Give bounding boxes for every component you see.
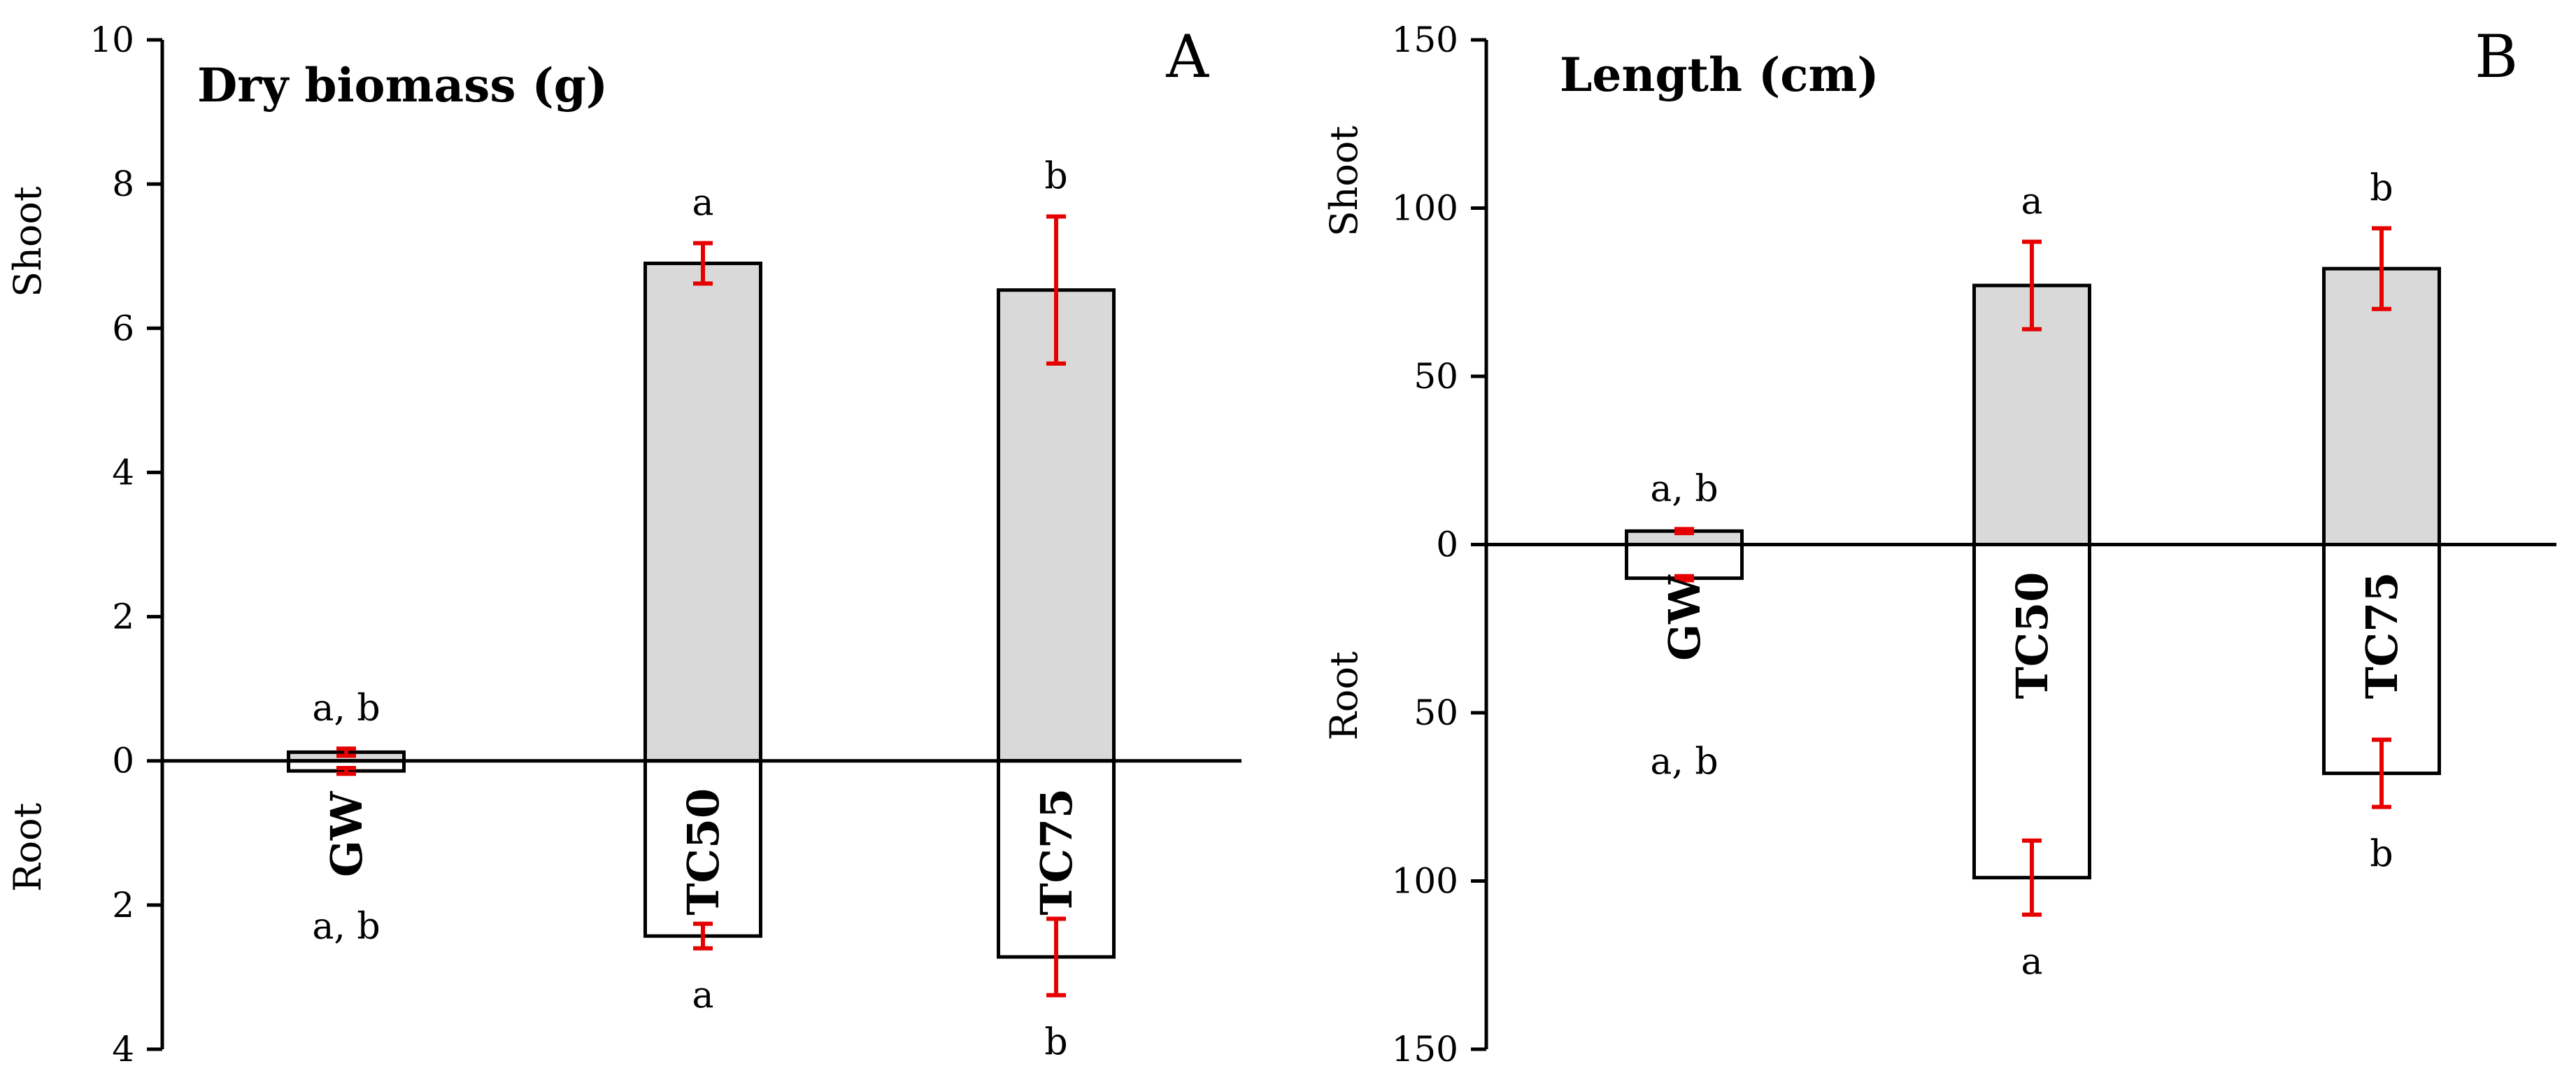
- y-tick-label: 4: [112, 1029, 134, 1070]
- lower-region-label: Root: [1322, 651, 1366, 741]
- y-tick-label: 8: [112, 164, 134, 204]
- root-bar-tc75: [2322, 543, 2441, 776]
- category-label-tc50: TC50: [678, 788, 729, 916]
- root-error-bar-gw: [1674, 574, 1694, 583]
- root-significance-label: b: [1044, 1022, 1067, 1064]
- root-significance-label: b: [2370, 834, 2393, 876]
- root-bar-gw: [1625, 543, 1744, 581]
- upper-region-label: Shoot: [1322, 125, 1366, 236]
- category-label-tc75: TC75: [2356, 572, 2407, 699]
- root-error-bar-gw: [336, 766, 356, 776]
- category-label-tc50: TC50: [2007, 572, 2058, 699]
- shoot-error-bar-tc75: [1046, 214, 1066, 366]
- y-tick-label: 100: [1392, 861, 1458, 902]
- y-tick-label: 150: [1392, 20, 1458, 60]
- root-significance-label: a: [692, 975, 713, 1017]
- shoot-error-bar-tc50: [2022, 239, 2042, 332]
- shoot-bar-tc75: [2322, 267, 2441, 546]
- y-tick-label: 4: [112, 452, 134, 492]
- shoot-bar-tc50: [643, 262, 762, 763]
- shoot-significance-label: a, b: [312, 688, 380, 730]
- upper-region-label: Shoot: [6, 186, 50, 297]
- chart-title: Length (cm): [1560, 48, 1879, 102]
- shoot-error-bar-tc75: [2372, 226, 2391, 311]
- category-label-gw: GW: [321, 790, 372, 877]
- shoot-error-bar-gw: [1674, 527, 1694, 536]
- root-error-bar-tc50: [693, 921, 713, 951]
- y-tick-label: 6: [112, 308, 134, 348]
- category-label-gw: GW: [1659, 574, 1710, 661]
- shoot-significance-label: b: [1044, 156, 1067, 198]
- y-tick-label: 150: [1392, 1029, 1458, 1070]
- y-tick-label: 10: [90, 20, 134, 60]
- root-error-bar-tc50: [2022, 838, 2042, 917]
- chart-title: Dry biomass (g): [197, 58, 608, 113]
- shoot-bar-tc75: [997, 288, 1116, 763]
- shoot-significance-label: a, b: [1650, 468, 1718, 510]
- root-error-bar-tc75: [1046, 916, 1066, 997]
- shoot-significance-label: a: [692, 183, 713, 225]
- root-significance-label: a, b: [312, 906, 380, 948]
- y-tick-label: 100: [1392, 188, 1458, 229]
- panel-b: 0 50 100 150 50 100 150 a, b a, b GW a a TC50 b b TC75 L…: [1322, 20, 2556, 1070]
- panel-letter: A: [1165, 22, 1209, 91]
- y-tick-label: 0: [112, 741, 134, 781]
- y-tick-label: 2: [112, 885, 134, 925]
- panel-letter: B: [2475, 22, 2518, 91]
- shoot-significance-label: b: [2370, 167, 2393, 209]
- panel-a: 0 2 4 6 8 10 2 4 a, b a, b GW a a TC50 b b TC75 Dry bioma…: [6, 20, 1241, 1070]
- y-tick-label: 2: [112, 597, 134, 637]
- root-error-bar-tc75: [2372, 737, 2391, 809]
- y-tick-label: 0: [1436, 525, 1458, 565]
- root-significance-label: a: [2021, 942, 2042, 983]
- y-tick-label: 50: [1414, 692, 1458, 733]
- y-tick-label: 50: [1414, 356, 1458, 397]
- root-significance-label: a, b: [1650, 741, 1718, 783]
- root-bar-tc50: [1972, 543, 2091, 880]
- shoot-error-bar-tc50: [693, 241, 713, 286]
- shoot-significance-label: a: [2021, 181, 2042, 223]
- category-label-tc75: TC75: [1031, 788, 1082, 916]
- lower-region-label: Root: [6, 802, 50, 892]
- shoot-error-bar-gw: [336, 746, 356, 758]
